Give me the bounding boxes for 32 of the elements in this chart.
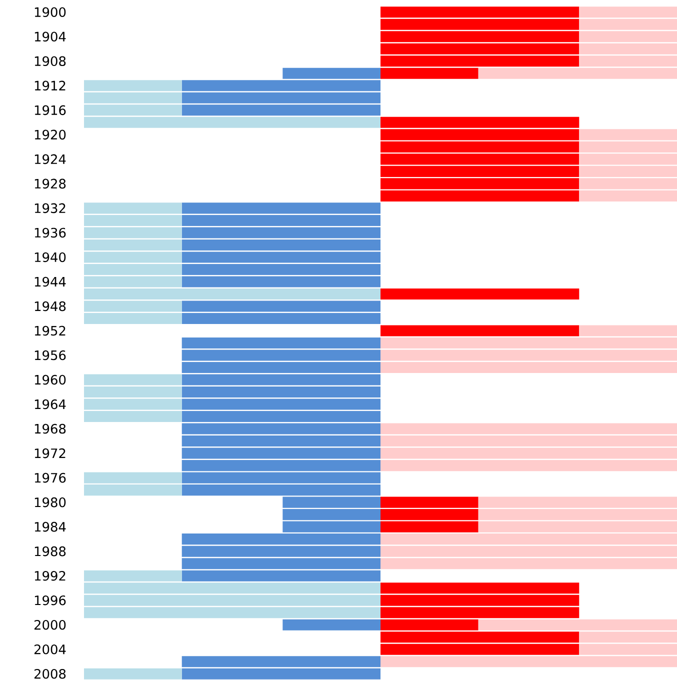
y-tick-label: 1964 <box>34 399 66 410</box>
y-tick-label: 2004 <box>34 644 66 654</box>
y-tick-label: 2000 <box>34 620 66 630</box>
y-tick-label: 1916 <box>34 105 66 116</box>
y-tick-label: 1996 <box>34 595 66 606</box>
y-tick-label: 1936 <box>34 228 66 238</box>
y-tick-label: 1952 <box>34 326 66 336</box>
y-tick-label: 2008 <box>34 668 66 679</box>
y-tick-label: 1928 <box>34 178 66 189</box>
y-tick-label: 1900 <box>34 7 66 18</box>
y-tick-label: 1912 <box>34 80 66 91</box>
bar <box>282 619 380 630</box>
y-tick-label: 1940 <box>34 252 66 262</box>
y-tick-label: 1904 <box>34 32 66 42</box>
y-tick-label: 1960 <box>34 374 66 385</box>
y-tick-label: 1956 <box>34 350 66 360</box>
y-tick-label: 1984 <box>34 522 66 532</box>
y-tick-label: 1932 <box>34 203 66 214</box>
y-tick-label: 1976 <box>34 472 66 483</box>
y-tick-label: 1992 <box>34 570 66 581</box>
y-tick-label: 1948 <box>34 301 66 312</box>
y-tick-label: 1920 <box>34 130 66 140</box>
y-tick-label: 1972 <box>34 448 66 458</box>
y-tick-label: 1924 <box>34 154 66 164</box>
y-tick-label: 1980 <box>34 497 66 508</box>
y-tick-label: 1908 <box>34 56 66 66</box>
bar <box>380 288 580 300</box>
bar <box>380 325 580 336</box>
bar <box>84 668 182 680</box>
y-tick-label: 1944 <box>34 276 66 287</box>
y-tick-label: 1968 <box>34 424 66 434</box>
y-tick-label: 1988 <box>34 546 66 556</box>
